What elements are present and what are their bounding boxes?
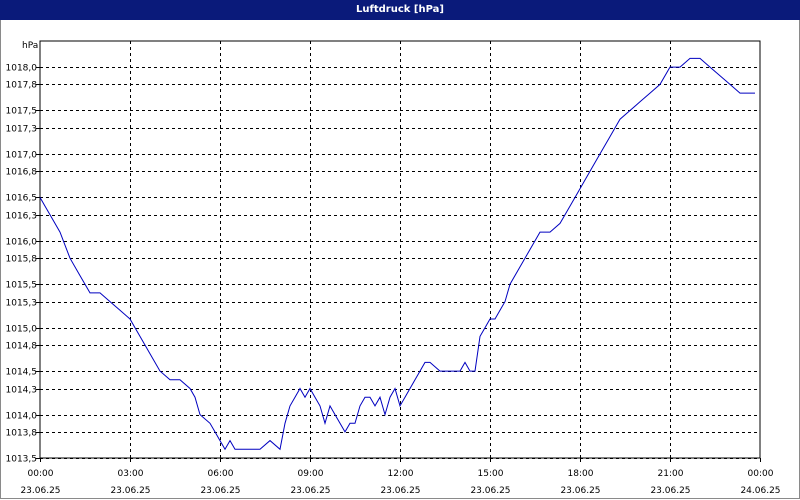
x-tick-date-label: 23.06.25 [470,486,510,496]
y-tick-label: 1015,3 [6,299,38,309]
x-tick-time-label: 03:00 [118,469,144,479]
x-tick-time-label: 00:00 [748,469,774,479]
x-tick-date-label: 23.06.25 [290,486,330,496]
x-tick-time-label: 18:00 [568,469,594,479]
x-tick-date-label: 23.06.25 [200,486,240,496]
y-tick-label: 1015,0 [6,325,38,335]
y-tick-label: 1016,3 [6,212,38,222]
y-tick-label: 1017,0 [6,151,38,161]
x-tick-time-label: 21:00 [658,469,684,479]
y-tick-label: 1015,8 [6,255,38,265]
x-tick-time-label: 00:00 [28,469,54,479]
y-tick-label: 1016,5 [6,194,38,204]
x-tick-date-label: 23.06.25 [110,486,150,496]
y-axis-label: hPa [22,41,38,51]
y-tick-label: 1013,5 [6,455,38,465]
y-tick-label: 1014,5 [6,368,38,378]
y-tick-label: 1016,8 [6,168,38,178]
y-tick-label: 1013,8 [6,429,38,439]
chart-title: Luftdruck [hPa] [0,0,800,20]
y-tick-label: 1018,0 [6,64,38,74]
y-tick-label: 1017,8 [6,81,38,91]
series-line-luftdruck [39,57,755,451]
x-tick-time-label: 15:00 [478,469,504,479]
x-tick-date-label: 23.06.25 [650,486,690,496]
y-tick-label: 1014,3 [6,386,38,396]
x-tick-date-label: 23.06.25 [560,486,600,496]
y-tick-label: 1017,5 [6,107,38,117]
y-tick-label: 1017,3 [6,125,38,135]
x-tick-time-label: 06:00 [208,469,234,479]
x-tick-time-label: 12:00 [388,469,414,479]
y-tick-label: 1016,0 [6,238,38,248]
x-tick-date-label: 24.06.25 [740,486,780,496]
x-tick-time-label: 09:00 [298,469,324,479]
x-tick-date-label: 23.06.25 [20,486,60,496]
y-tick-label: 1015,5 [6,281,38,291]
x-tick-date-label: 23.06.25 [380,486,420,496]
y-tick-label: 1014,0 [6,412,38,422]
y-tick-label: 1014,8 [6,342,38,352]
